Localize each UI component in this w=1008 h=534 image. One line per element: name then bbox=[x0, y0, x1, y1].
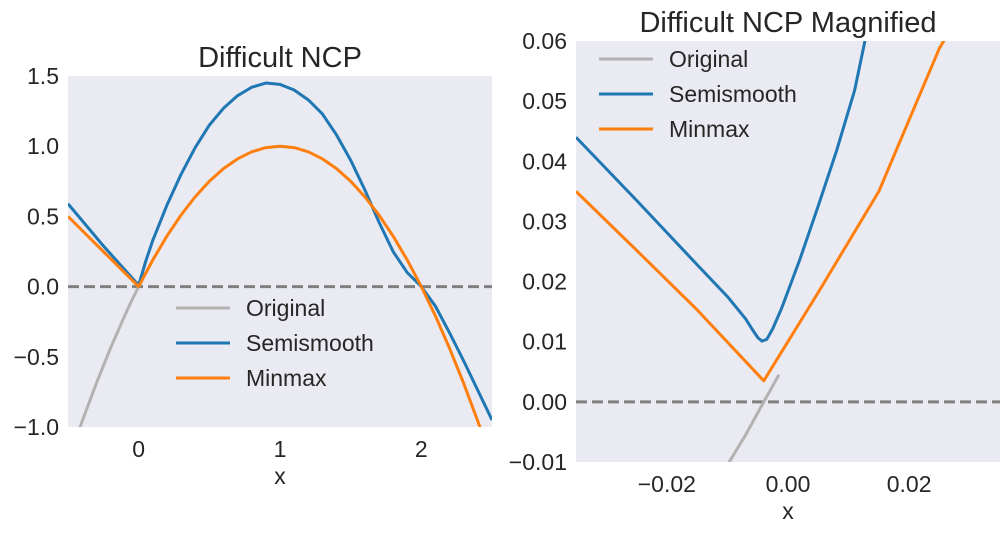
plot-area-background bbox=[576, 41, 1000, 462]
x-tick-label: 1 bbox=[274, 436, 287, 462]
legend-item-original: Original bbox=[176, 295, 325, 321]
legend-label: Semismooth bbox=[669, 81, 797, 107]
y-tick-label: 0.03 bbox=[522, 208, 567, 234]
legend-label: Minmax bbox=[246, 365, 327, 391]
legend-item-minmax: Minmax bbox=[176, 365, 327, 391]
x-tick-label: 0.00 bbox=[766, 471, 811, 497]
y-tick-label: −0.01 bbox=[509, 449, 567, 475]
y-tick-label: 0.00 bbox=[522, 389, 567, 415]
y-tick-label: −0.5 bbox=[14, 344, 59, 370]
series-line-original bbox=[727, 374, 781, 462]
legend-label: Semismooth bbox=[246, 330, 374, 356]
legend-item-semismooth: Semismooth bbox=[176, 330, 374, 356]
legend-label: Minmax bbox=[669, 116, 750, 142]
series-line-minmax bbox=[68, 144, 482, 427]
legend: Original Semismooth Minmax bbox=[599, 46, 797, 142]
chart-title: Difficult NCP bbox=[198, 42, 362, 74]
x-tick-label: 2 bbox=[415, 436, 428, 462]
xticks-group: 0 1 2 bbox=[132, 436, 427, 462]
y-tick-label: 1.5 bbox=[27, 63, 59, 89]
series-group bbox=[68, 81, 492, 427]
y-tick-label: 0.06 bbox=[522, 28, 567, 54]
y-tick-label: 0.02 bbox=[522, 269, 567, 295]
legend-label: Original bbox=[246, 295, 325, 321]
yticks-group: −1.0 −0.5 0.0 0.5 1.0 1.5 bbox=[14, 63, 59, 440]
y-tick-label: 0.04 bbox=[522, 148, 567, 174]
yticks-group: −0.01 0.00 0.01 0.02 0.03 0.04 0.05 0.06 bbox=[509, 28, 567, 475]
legend-item-original: Original bbox=[599, 46, 748, 72]
legend: Original Semismooth Minmax bbox=[176, 295, 374, 391]
legend-item-minmax: Minmax bbox=[599, 116, 750, 142]
chart-difficult-ncp-magnified: −0.02 0.00 0.02 −0.01 0.00 0.01 0.02 0.03 0.04 0… bbox=[509, 7, 1000, 524]
x-tick-label: 0 bbox=[132, 436, 145, 462]
y-tick-label: 0.05 bbox=[522, 88, 567, 114]
y-tick-label: 1.0 bbox=[27, 133, 59, 159]
x-axis-label: x bbox=[782, 498, 794, 524]
legend-item-semismooth: Semismooth bbox=[599, 81, 797, 107]
chart-title: Difficult NCP Magnified bbox=[639, 7, 936, 39]
xticks-group: −0.02 0.00 0.02 bbox=[638, 471, 932, 497]
x-tick-label: −0.02 bbox=[638, 471, 696, 497]
x-tick-label: 0.02 bbox=[887, 471, 932, 497]
legend-label: Original bbox=[669, 46, 748, 72]
y-tick-label: 0.0 bbox=[27, 274, 59, 300]
y-tick-label: 0.01 bbox=[522, 329, 567, 355]
series-line-minmax bbox=[576, 41, 946, 383]
x-axis-label: x bbox=[274, 463, 286, 489]
chart-difficult-ncp: 0 1 2 −1.0 −0.5 0.0 0.5 1.0 1.5 Difficult NCP x… bbox=[14, 42, 492, 489]
y-tick-label: 0.5 bbox=[27, 203, 59, 229]
y-tick-label: −1.0 bbox=[14, 414, 59, 440]
series-line-semismooth bbox=[576, 41, 867, 343]
series-line-original bbox=[78, 271, 148, 427]
series-group bbox=[576, 41, 946, 462]
plot-area-background bbox=[68, 76, 492, 427]
